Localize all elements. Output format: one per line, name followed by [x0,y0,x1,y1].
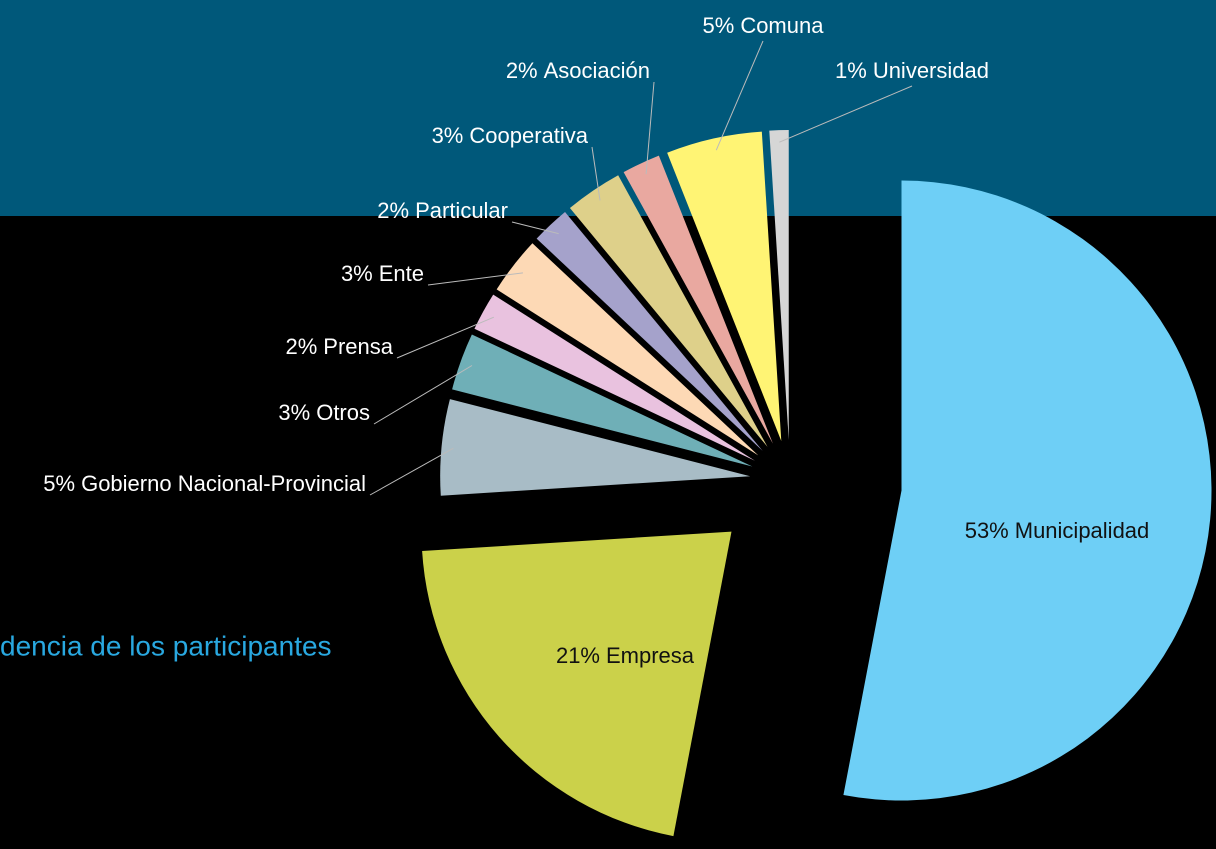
slice-label: 3% Ente [341,261,424,286]
pie-slice [474,294,755,461]
slice-label: 5% Gobierno Nacional-Provincial [43,471,366,496]
slice-value-label: 53% [965,518,1009,543]
slice-label: 3% Cooperativa [432,123,589,148]
leader-line [427,272,523,286]
slice-category: Prensa [323,334,393,359]
slide-title: dencia de los participantes [0,630,332,661]
slice-value-label: 2% [285,334,317,359]
slice-label: 3% Otros [278,400,370,425]
slice-label: 2% Asociación [506,58,650,83]
slice-value-label: 1% [835,58,867,83]
slice-label: 2% Particular [377,198,508,223]
slice-category: Empresa [606,643,695,668]
pie-slice [422,531,732,837]
leader-line [369,447,454,496]
pie-slice [536,211,763,451]
leader-line [779,85,913,143]
header-band [0,0,1216,216]
slice-value-label: 2% [506,58,538,83]
leader-line [373,365,473,425]
slice-value-label: 2% [377,198,409,223]
pie-slice [496,243,759,456]
slice-category: Particular [415,198,508,223]
slice-value-label: 21% [556,643,600,668]
leader-line [396,316,495,359]
slice-label: 21% Empresa [556,643,695,668]
slice-value-label: 3% [341,261,373,286]
slice-value-label: 5% [703,13,735,38]
slice-category: Asociación [544,58,650,83]
leader-line [511,221,559,235]
slice-label: 1% Universidad [835,58,989,83]
pie-slice [623,155,773,444]
leader-line [591,146,601,201]
slice-category: Universidad [873,58,989,83]
leader-line [715,40,764,151]
pie-slice [667,131,782,441]
pie-slice [440,399,751,496]
pie-slice [452,334,753,467]
slice-label: 2% Prensa [285,334,393,359]
slice-category: Ente [379,261,424,286]
slice-category: Otros [316,400,370,425]
slice-value-label: 5% [43,471,75,496]
slice-category: Gobierno Nacional-Provincial [81,471,366,496]
slice-value-label: 3% [278,400,310,425]
pie-slice [843,180,1212,801]
slice-category: Comuna [740,13,824,38]
slice-value-label: 3% [432,123,464,148]
pie-slice [769,130,789,441]
pie-slice [569,175,768,447]
slice-category: Municipalidad [1015,518,1150,543]
leader-line [645,81,655,175]
slice-label: 5% Comuna [703,13,825,38]
slice-category: Cooperativa [469,123,588,148]
slice-label: 53% Municipalidad [965,518,1150,543]
